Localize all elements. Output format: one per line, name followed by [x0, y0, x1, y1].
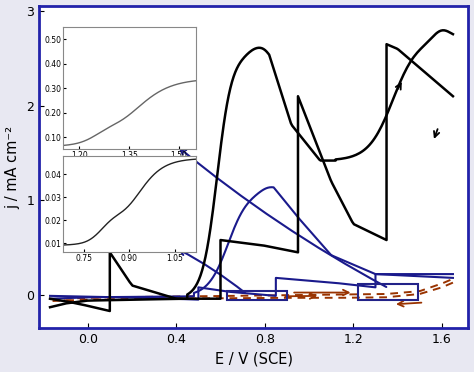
Y-axis label: j / mA cm⁻²: j / mA cm⁻² — [6, 126, 20, 209]
X-axis label: E / V (SCE): E / V (SCE) — [215, 352, 293, 366]
Bar — [227, 291, 287, 300]
Bar — [358, 284, 418, 300]
